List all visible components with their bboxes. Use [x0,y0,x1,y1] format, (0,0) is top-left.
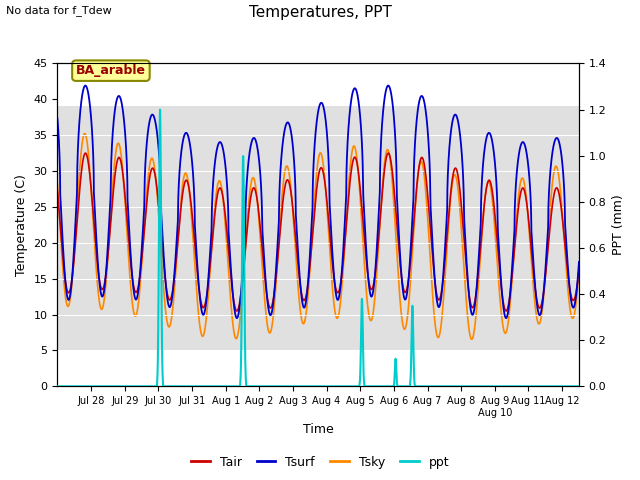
X-axis label: Time: Time [303,423,333,436]
Bar [58,107,579,350]
Text: No data for f_Tdew: No data for f_Tdew [6,5,112,16]
Text: BA_arable: BA_arable [76,64,146,77]
Legend: Tair, Tsurf, Tsky, ppt: Tair, Tsurf, Tsky, ppt [186,451,454,474]
Y-axis label: Temperature (C): Temperature (C) [15,174,28,276]
Y-axis label: PPT (mm): PPT (mm) [612,194,625,255]
Text: Temperatures, PPT: Temperatures, PPT [248,5,392,20]
